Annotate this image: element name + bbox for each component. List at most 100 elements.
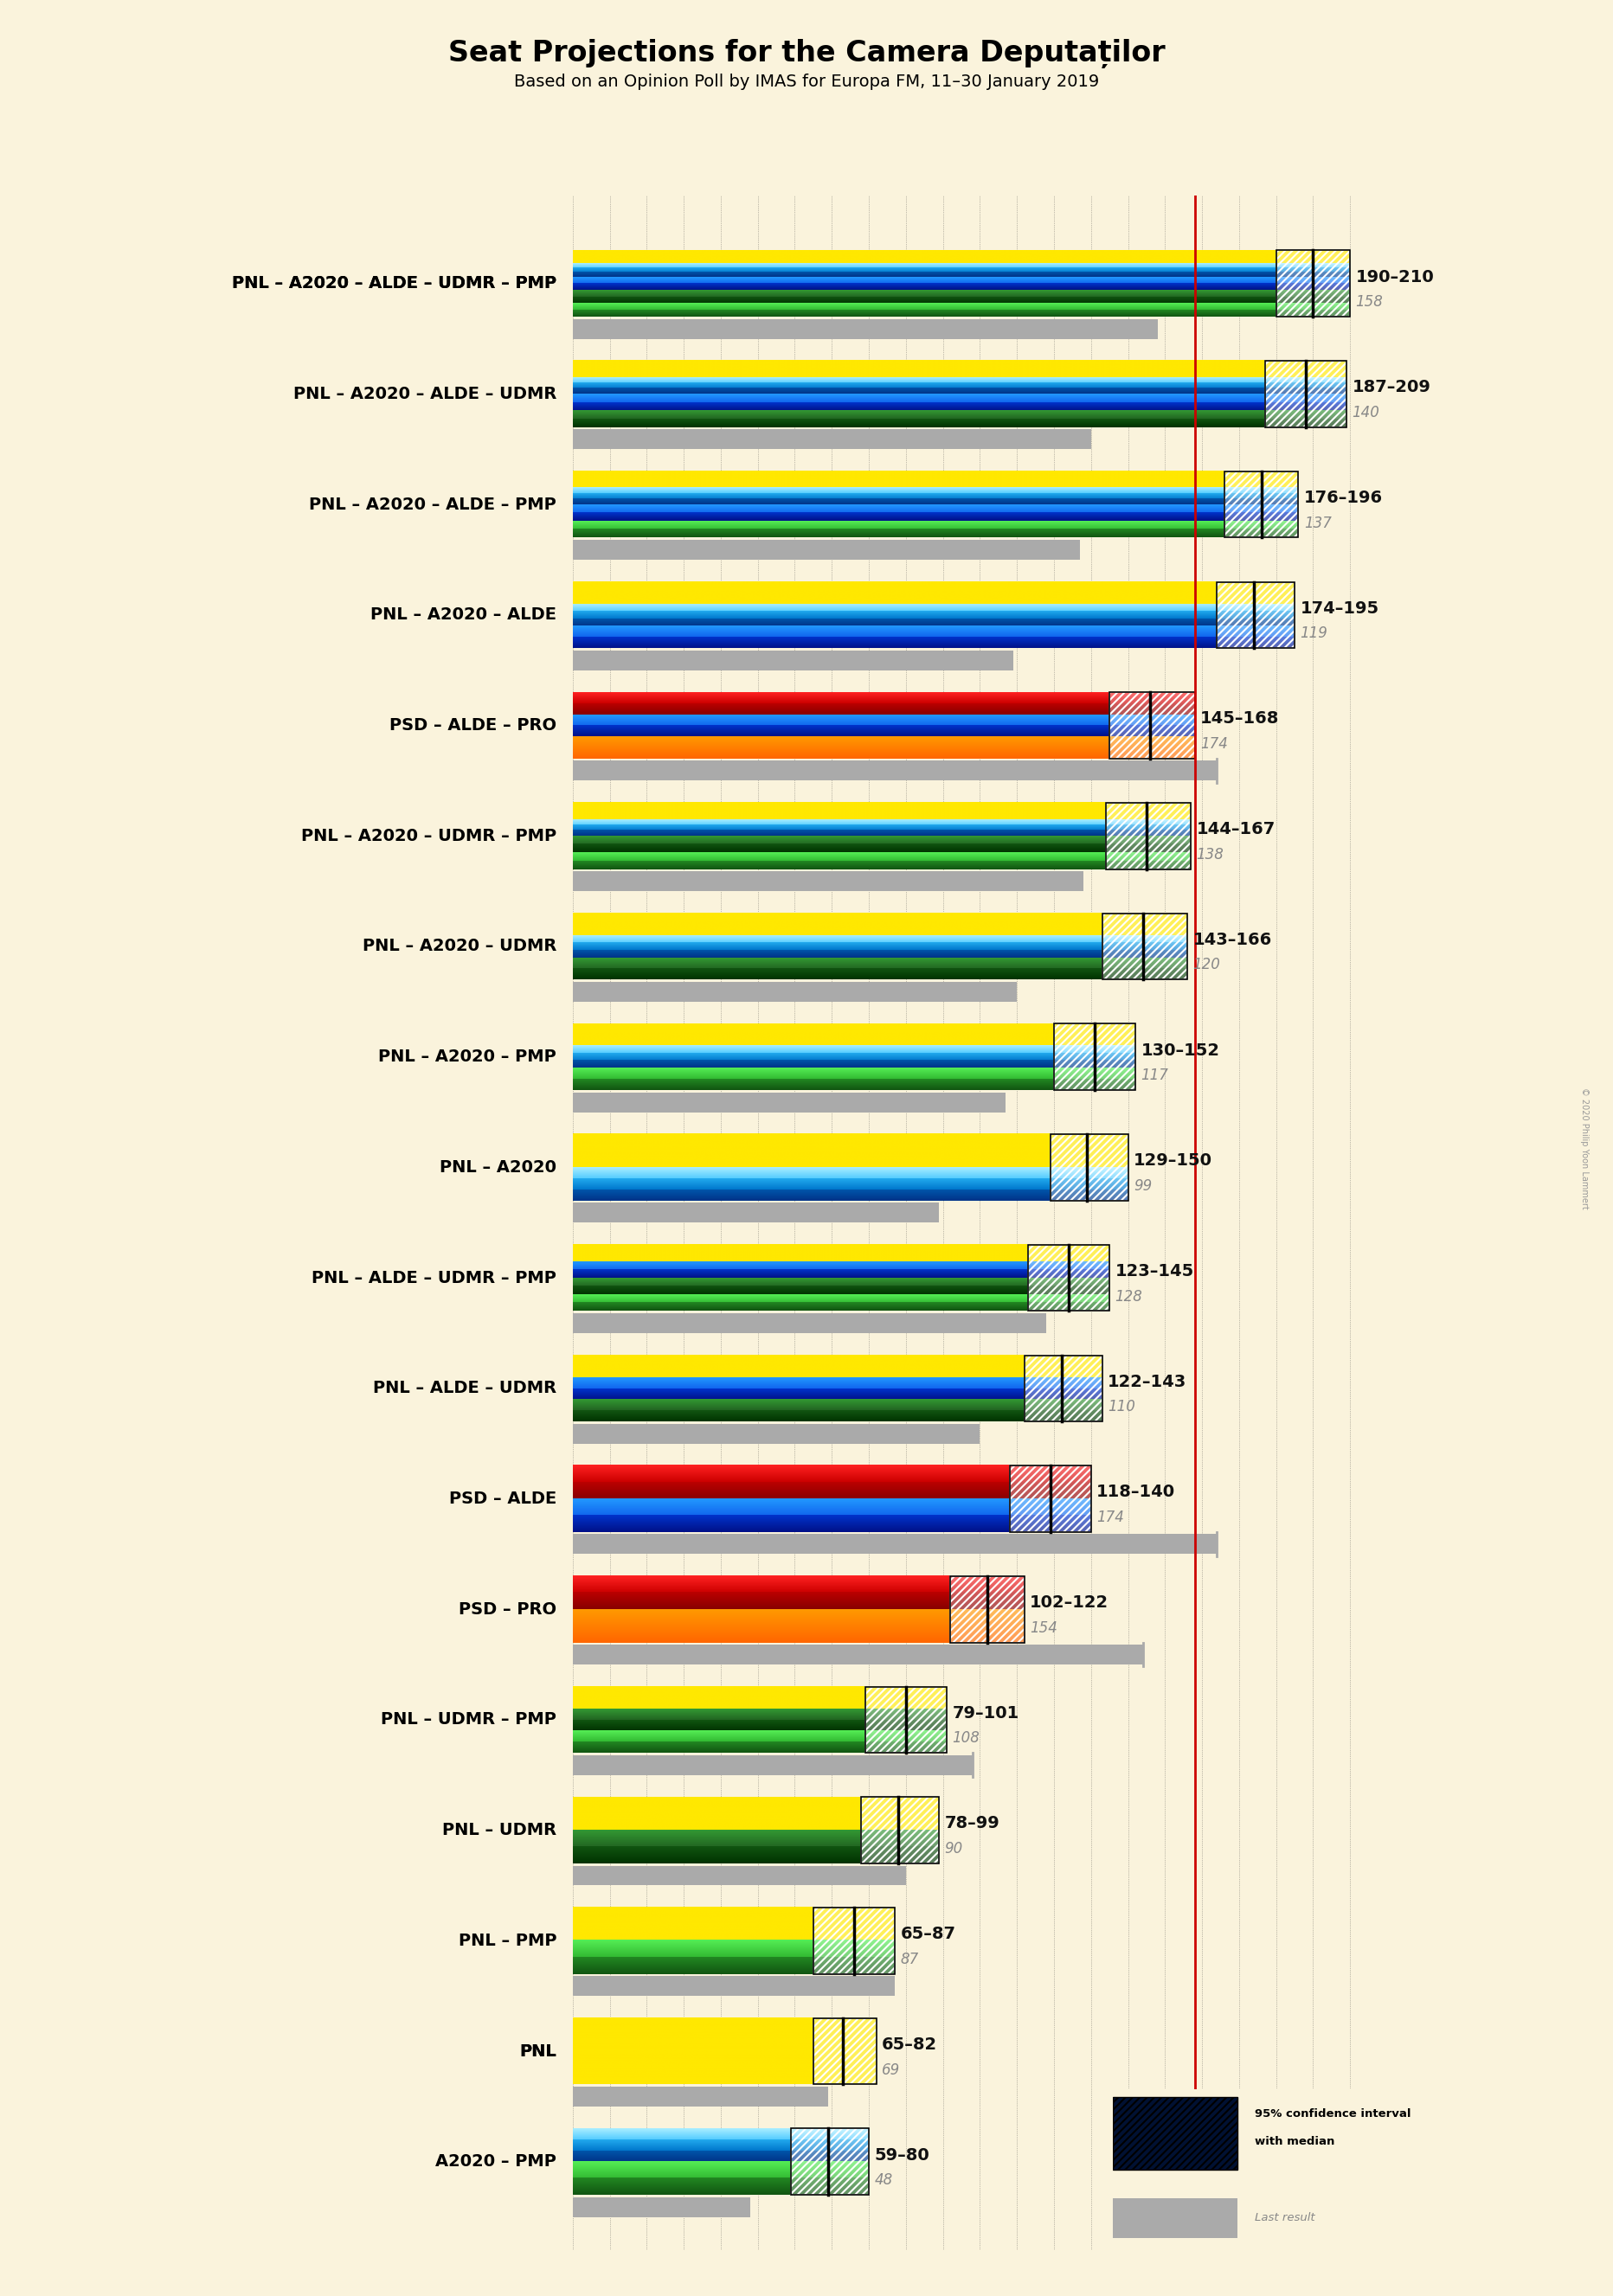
Bar [1053,1024,1136,1091]
Bar [865,1688,947,1752]
Bar [573,540,1079,560]
Text: PNL – ALDE – UDMR – PMP: PNL – ALDE – UDMR – PMP [311,1270,556,1286]
Bar [1276,250,1350,317]
Text: 128: 128 [1115,1288,1142,1304]
Bar [573,1203,939,1221]
Bar [573,1313,1047,1334]
Text: PSD – ALDE – PRO: PSD – ALDE – PRO [389,716,556,735]
Bar [861,1798,939,1864]
Bar [950,1575,1024,1642]
Text: PNL – A2020 – UDMR – PMP: PNL – A2020 – UDMR – PMP [302,829,556,845]
Bar [1107,804,1190,870]
Text: 174: 174 [1097,1508,1124,1525]
Text: 144–167: 144–167 [1197,822,1276,838]
Bar [573,870,1084,891]
Text: 143–166: 143–166 [1192,932,1271,948]
Text: Based on an Opinion Poll by IMAS for Europa FM, 11–30 January 2019: Based on an Opinion Poll by IMAS for Eur… [515,73,1098,90]
Text: 174–195: 174–195 [1300,599,1379,618]
Text: 130–152: 130–152 [1140,1042,1219,1058]
Text: PNL – A2020 – ALDE – UDMR – PMP: PNL – A2020 – ALDE – UDMR – PMP [232,276,556,292]
Bar [1224,471,1298,537]
Text: PNL – A2020: PNL – A2020 [440,1159,556,1176]
Bar [1050,1134,1127,1201]
Bar [573,760,1216,781]
Bar [1276,250,1350,317]
Text: PNL: PNL [519,2043,556,2060]
Bar [573,2197,750,2218]
Bar [813,1908,895,1975]
Bar [1110,693,1195,758]
Text: 158: 158 [1355,294,1384,310]
Text: PNL – A2020 – ALDE – UDMR – PMP: PNL – A2020 – ALDE – UDMR – PMP [232,276,556,292]
Text: 123–145: 123–145 [1115,1263,1194,1279]
Text: PNL – A2020 – ALDE: PNL – A2020 – ALDE [371,606,556,622]
Bar [573,650,1013,670]
Bar [1265,360,1347,427]
Bar [1053,1024,1136,1091]
Bar [865,1688,947,1752]
Text: PNL – A2020 – PMP: PNL – A2020 – PMP [379,1049,556,1065]
Text: PSD – PRO: PSD – PRO [458,1600,556,1616]
Bar [1107,804,1190,870]
Bar [573,983,1016,1001]
Bar [950,1575,1024,1642]
Bar [1265,360,1347,427]
Text: 129–150: 129–150 [1134,1153,1213,1169]
Bar [573,319,1158,340]
Bar [1107,804,1190,870]
Bar [790,2128,869,2195]
Text: 99: 99 [1134,1178,1152,1194]
Bar [813,2018,876,2085]
Text: A2020 – PMP: A2020 – PMP [436,2154,556,2170]
Bar [1010,1465,1090,1531]
Text: Seat Projections for the Camera Deputaților: Seat Projections for the Camera Deputați… [448,39,1165,69]
Text: PNL – A2020 – ALDE – UDMR: PNL – A2020 – ALDE – UDMR [294,386,556,402]
Bar [573,1093,1007,1111]
Bar [1027,1244,1110,1311]
Text: 108: 108 [952,1731,979,1747]
Bar [1216,581,1295,647]
Bar [1027,1244,1110,1311]
Text: © 2020 Philip Yoon Lammert: © 2020 Philip Yoon Lammert [1581,1086,1589,1210]
Bar [813,2018,876,2085]
Bar [573,1644,1142,1665]
Bar [573,1977,895,1995]
Bar [573,1534,1216,1554]
Text: 48: 48 [874,2172,892,2188]
Text: 79–101: 79–101 [952,1706,1019,1722]
Bar [865,1688,947,1752]
Bar [1276,250,1350,317]
Text: 118–140: 118–140 [1097,1483,1176,1499]
Text: 154: 154 [1029,1621,1058,1635]
Text: 140: 140 [1352,404,1379,420]
Bar [573,2087,827,2105]
Bar [861,1798,939,1864]
Text: 69: 69 [882,2062,900,2078]
Text: 119: 119 [1300,627,1327,641]
Bar [1050,1134,1127,1201]
Text: 87: 87 [900,1952,919,1968]
Bar [813,1908,895,1975]
Text: 59–80: 59–80 [874,2147,929,2163]
Bar [1110,693,1195,758]
Text: Last result: Last result [1255,2213,1315,2223]
Text: 102–122: 102–122 [1029,1593,1108,1612]
Text: 145–168: 145–168 [1200,712,1279,728]
Bar [573,1867,907,1885]
Bar [1027,1244,1110,1311]
Bar [1053,1024,1136,1091]
Bar [1113,2099,1237,2170]
Bar [1024,1355,1102,1421]
Text: PNL – A2020 – ALDE – PMP: PNL – A2020 – ALDE – PMP [310,496,556,512]
Text: 117: 117 [1140,1068,1168,1084]
Bar [1224,471,1298,537]
Bar [573,1754,973,1775]
Text: 176–196: 176–196 [1303,489,1382,505]
Text: 65–87: 65–87 [900,1926,955,1942]
Text: PSD – ALDE: PSD – ALDE [448,1490,556,1506]
Bar [1265,360,1347,427]
Bar [1102,914,1187,980]
Text: 95% confidence interval: 95% confidence interval [1255,2108,1411,2119]
Text: 65–82: 65–82 [882,2037,937,2053]
Bar [813,2018,876,2085]
